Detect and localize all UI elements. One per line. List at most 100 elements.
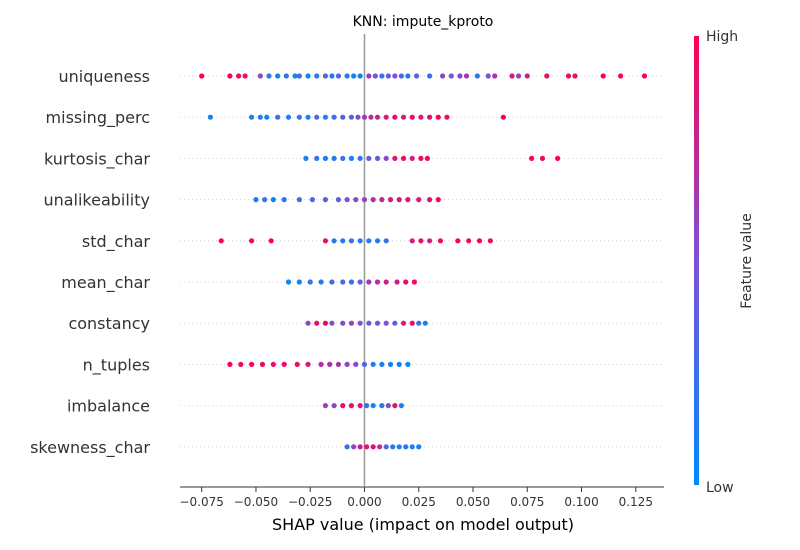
shap-point [270,361,276,367]
shap-point [281,361,287,367]
shap-point [355,114,361,120]
shap-point [353,197,359,203]
shap-point [348,279,355,285]
shap-point [366,238,372,244]
shap-point [435,114,441,120]
shap-point [331,238,337,244]
shap-point [409,320,415,326]
shap-point [236,73,242,79]
shap-point [357,320,363,326]
shap-point [377,444,383,450]
shap-point [340,155,346,161]
shap-point [385,403,391,409]
shap-point [409,114,415,120]
shap-point [392,155,398,161]
shap-point [383,114,389,120]
shap-point [329,320,335,326]
shap-point [392,320,398,326]
shap-point [340,403,346,409]
shap-point [372,73,378,79]
shap-point [322,114,329,120]
shap-point [331,114,337,120]
shap-point [348,403,355,409]
shap-point [344,197,350,203]
shap-point [357,155,363,161]
shap-point [426,238,433,244]
shap-point [392,114,398,120]
shap-point [409,155,415,161]
shap-point [515,73,522,79]
shap-point [370,403,376,409]
shap-point [322,320,329,326]
shap-point [374,279,381,285]
shap-point [318,361,324,367]
shap-point [322,155,329,161]
shap-point [262,197,268,203]
shap-point [305,361,311,367]
shap-point [351,444,357,450]
shap-point [455,238,461,244]
shap-point [409,238,415,244]
shap-point [392,403,398,409]
shap-point [418,238,424,244]
shap-point [257,114,263,120]
shap-point [257,73,263,79]
shap-point [249,361,255,367]
shap-point [344,361,350,367]
shap-point [476,238,483,244]
shap-point [340,238,346,244]
shap-point [444,114,450,120]
shap-point [418,114,424,120]
shap-point [400,320,407,326]
shap-point [485,73,491,79]
shap-point [448,73,454,79]
shap-point [366,279,372,285]
feature-label: missing_perc [46,108,150,128]
shap-point [296,279,302,285]
shap-point [396,197,402,203]
x-ticks: −0.075 −0.050 −0.025 0.000 0.025 0.050 0.075 0.… [179,487,653,509]
shap-point [259,361,266,367]
shap-point [370,197,376,203]
shap-point [348,320,355,326]
x-tick-label: 0.075 [510,495,544,509]
shap-point [418,155,424,161]
x-tick-label: 0.025 [402,495,436,509]
shap-point [357,238,363,244]
shap-point [281,197,287,203]
shap-point [314,155,320,161]
shap-point [361,197,368,203]
shap-point [366,73,372,79]
shap-point [357,279,363,285]
shap-point [351,73,357,79]
shap-point [424,155,431,161]
shap-point [357,73,363,79]
shap-point [266,73,272,79]
shap-point [270,197,276,203]
shap-point [539,155,546,161]
shap-point [253,197,259,203]
shap-point [416,444,422,450]
shap-point [437,238,444,244]
shap-point [331,155,337,161]
shap-point [309,197,315,203]
colorbar-title: Feature value [739,213,755,309]
shap-point [398,73,404,79]
shap-point [327,361,333,367]
shap-point [294,361,300,367]
shap-point [379,73,385,79]
shap-point [318,279,324,285]
shap-point [296,73,302,79]
shap-point [426,114,433,120]
shap-point [374,114,381,120]
shap-point [366,155,372,161]
shap-point [572,73,578,79]
shap-point [403,444,409,450]
shap-point [413,73,420,79]
shap-point [361,114,368,120]
feature-label: skewness_char [30,438,150,458]
shap-point [374,320,381,326]
shap-point [405,197,411,203]
shap-point [285,279,292,285]
shap-point [348,238,355,244]
